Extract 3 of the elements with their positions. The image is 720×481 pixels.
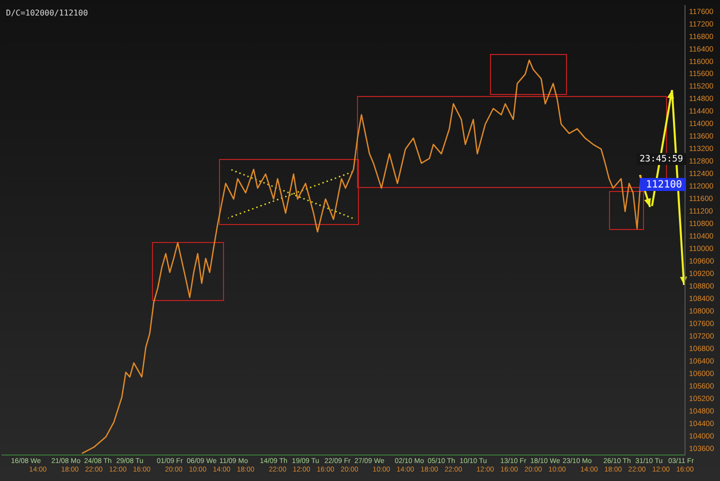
- annotation: D/C=102000/112100: [6, 8, 88, 18]
- annotation: 23:45:59: [640, 154, 683, 164]
- annotation: 112100: [646, 180, 682, 191]
